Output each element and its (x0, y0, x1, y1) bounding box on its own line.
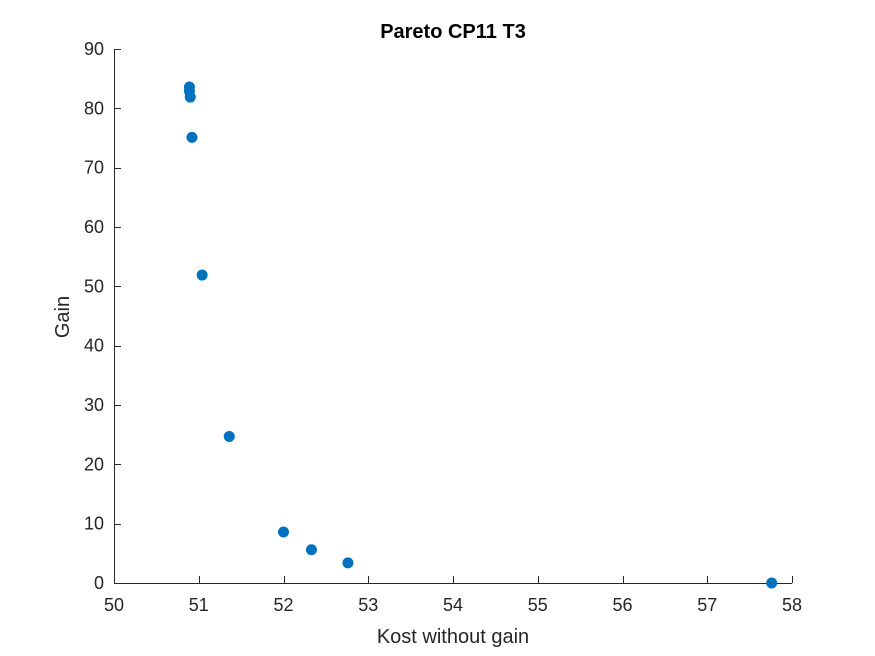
y-tick-label: 10 (84, 514, 104, 534)
y-tick-label: 20 (84, 454, 104, 474)
chart-title: Pareto CP11 T3 (380, 21, 526, 43)
y-tick-label: 90 (84, 39, 104, 59)
y-tick-label: 70 (84, 158, 104, 178)
x-axis-label: Kost without gain (377, 626, 529, 648)
x-tick-label: 54 (443, 595, 463, 615)
data-point (278, 526, 289, 538)
data-point (305, 544, 317, 556)
axes (114, 49, 792, 584)
y-axis-ticks: 0 10 20 30 40 50 60 70 80 90 (84, 39, 121, 593)
y-tick-label: 40 (84, 336, 104, 356)
x-tick-label: 56 (612, 595, 632, 615)
y-tick-label: 60 (84, 217, 104, 237)
y-tick-label: 50 (84, 276, 104, 296)
data-point (223, 430, 235, 442)
data-point (186, 131, 198, 143)
data-point (184, 91, 196, 103)
data-point (196, 269, 208, 281)
y-axis-label: Gain (52, 296, 74, 338)
x-tick-label: 58 (782, 595, 802, 615)
x-tick-label: 57 (697, 595, 717, 615)
x-tick-label: 51 (189, 595, 209, 615)
x-tick-label: 53 (358, 595, 378, 615)
data-point (766, 577, 778, 589)
y-tick-label: 0 (94, 573, 104, 593)
y-tick-label: 30 (84, 395, 104, 415)
x-tick-label: 55 (528, 595, 548, 615)
y-tick-label: 80 (84, 98, 104, 118)
data-point (342, 557, 354, 569)
x-axis-ticks: 50 51 52 53 54 55 56 57 58 (104, 576, 802, 615)
x-tick-label: 52 (273, 595, 293, 615)
x-tick-label: 50 (104, 595, 124, 615)
data-points (183, 81, 778, 589)
